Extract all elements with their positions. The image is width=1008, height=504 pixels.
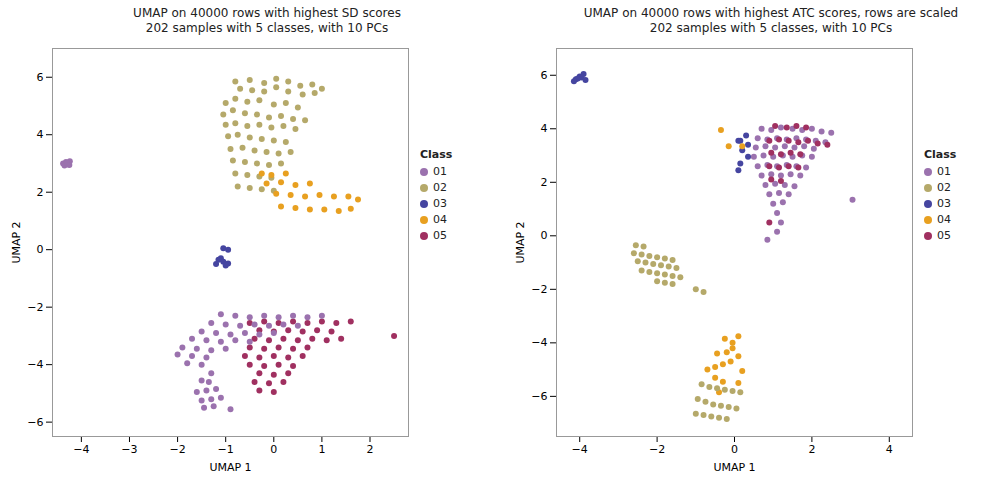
svg-text:6: 6 <box>541 69 548 82</box>
html-text:05: 05 <box>433 229 447 242</box>
svg-text:0: 0 <box>37 243 44 256</box>
svg-text:2: 2 <box>367 443 374 456</box>
svg-text:−6: −6 <box>27 416 43 429</box>
svg-text:−4: −4 <box>531 336 547 349</box>
svg-text:6: 6 <box>37 71 44 84</box>
svg-text:0: 0 <box>731 443 738 456</box>
svg-text:2: 2 <box>37 186 44 199</box>
svg-text:1: 1 <box>318 443 325 456</box>
svg-text:4: 4 <box>37 128 44 141</box>
svg-text:UMAP 1: UMAP 1 <box>209 461 251 474</box>
svg-text:−3: −3 <box>121 443 137 456</box>
svg-text:−1: −1 <box>218 443 234 456</box>
svg-text:UMAP 2: UMAP 2 <box>10 221 23 263</box>
svg-text:UMAP 2: UMAP 2 <box>514 221 527 263</box>
html-text:03: 03 <box>937 197 951 210</box>
html-text:04: 04 <box>937 213 951 226</box>
svg-text:−2: −2 <box>531 283 547 296</box>
html-text:01: 01 <box>433 165 447 178</box>
html-text:02: 02 <box>433 181 447 194</box>
html-text:UMAP on 40000 rows with highes: UMAP on 40000 rows with highest SD score… <box>133 6 401 35</box>
html-text:Class: Class <box>924 148 957 161</box>
svg-text:2: 2 <box>541 176 548 189</box>
svg-text:−2: −2 <box>169 443 185 456</box>
svg-text:4: 4 <box>886 443 893 456</box>
svg-text:0: 0 <box>270 443 277 456</box>
svg-text:4: 4 <box>541 122 548 135</box>
svg-text:−4: −4 <box>73 443 89 456</box>
html-text:01: 01 <box>937 165 951 178</box>
svg-text:−4: −4 <box>27 358 43 371</box>
html-text:05: 05 <box>937 229 951 242</box>
svg-text:−2: −2 <box>649 443 665 456</box>
html-text:02: 02 <box>937 181 951 194</box>
svg-text:−2: −2 <box>27 301 43 314</box>
html-text:03: 03 <box>433 197 447 210</box>
html-text:UMAP on 40000 rows with highes: UMAP on 40000 rows with highest ATC scor… <box>583 6 959 35</box>
html-text:Class: Class <box>420 148 453 161</box>
svg-text:UMAP 1: UMAP 1 <box>713 461 755 474</box>
svg-text:0: 0 <box>541 229 548 242</box>
svg-text:2: 2 <box>808 443 815 456</box>
svg-text:−6: −6 <box>531 390 547 403</box>
svg-text:−4: −4 <box>572 443 588 456</box>
html-text:04: 04 <box>433 213 447 226</box>
